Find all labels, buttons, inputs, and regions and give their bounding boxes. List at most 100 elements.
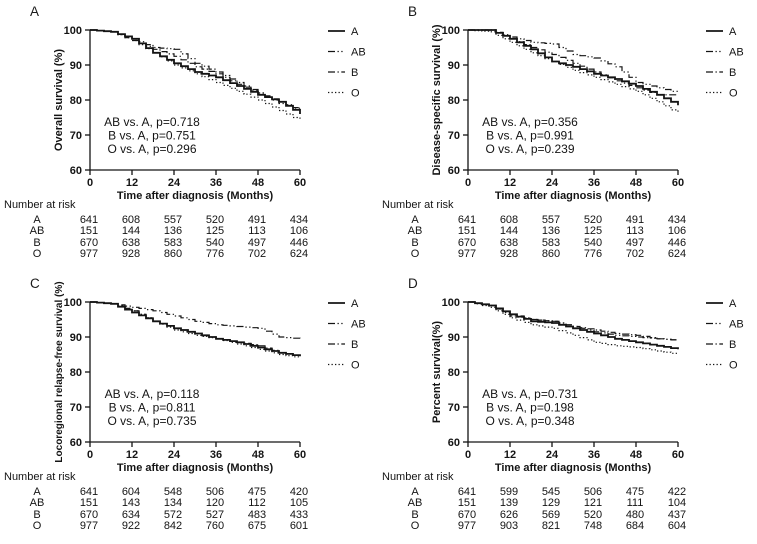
pvalue-annotation: B vs. A, p=0.811	[109, 401, 196, 415]
risk-value: 143	[121, 497, 141, 509]
risk-rows: A 641 604 548 506 475 420 AB 151 143 134 120 112 105 B…	[0, 485, 378, 533]
risk-value: 139	[499, 497, 519, 509]
pvalue-annotation: O vs. A, p=0.239	[485, 142, 574, 156]
risk-value: 842	[163, 520, 183, 532]
y-tick-label: 100	[442, 297, 460, 309]
series-curve-B	[468, 301, 679, 341]
y-tick-label: 60	[70, 437, 82, 449]
risk-value: 136	[163, 225, 183, 237]
risk-group-label: B	[411, 508, 419, 521]
legend-label-B: B	[729, 67, 736, 79]
risk-row-A: A 641 599 545 506 475 422	[384, 485, 756, 499]
risk-value: 520	[583, 213, 603, 226]
y-tick-label: 100	[64, 25, 82, 37]
risk-row-A: A 641 604 548 506 475 420	[6, 485, 378, 499]
risk-value: 928	[499, 248, 519, 260]
series-curve-O	[90, 301, 301, 358]
risk-value: 434	[667, 213, 687, 226]
risk-value: 702	[625, 248, 645, 260]
risk-value: 491	[625, 213, 645, 226]
x-tick-label: 12	[126, 449, 138, 461]
risk-value: 608	[499, 213, 519, 226]
risk-value: 748	[583, 520, 603, 532]
risk-value: 776	[205, 248, 225, 260]
risk-group-label: B	[411, 236, 419, 249]
risk-value: 125	[583, 225, 603, 237]
risk-group-label: A	[411, 485, 419, 498]
x-axis-label: Time after diagnosis (Months)	[495, 462, 652, 474]
risk-value: 583	[541, 236, 561, 249]
series-curve-AB	[468, 29, 679, 93]
risk-value: 684	[625, 520, 645, 532]
legend-label-O: O	[729, 88, 738, 100]
risk-value: 475	[625, 485, 645, 498]
x-tick-label: 60	[672, 449, 684, 461]
risk-title: Number at risk	[382, 471, 454, 483]
x-tick-label: 0	[465, 177, 471, 189]
legend-label-O: O	[351, 88, 360, 100]
risk-value: 670	[79, 508, 99, 521]
pvalue-annotation: O vs. A, p=0.296	[107, 142, 196, 156]
risk-value: 860	[163, 248, 183, 260]
x-tick-label: 60	[294, 177, 306, 189]
x-tick-label: 48	[630, 449, 642, 461]
series-curve-B	[90, 301, 301, 357]
x-tick-label: 12	[504, 177, 516, 189]
risk-value: 144	[121, 225, 141, 237]
risk-value: 572	[163, 508, 183, 521]
pvalue-annotation: AB vs. A, p=0.118	[105, 387, 200, 401]
risk-value: 420	[289, 485, 309, 498]
risk-value: 113	[626, 225, 644, 237]
series-curve-A	[468, 29, 679, 106]
risk-value: 626	[499, 508, 519, 521]
y-tick-label: 70	[448, 130, 460, 142]
risk-group-label: A	[33, 213, 41, 226]
number-at-risk-a: Number at risk A 641 608 557 520 491 434 AB 151 1…	[0, 199, 378, 261]
risk-value: 569	[541, 508, 561, 521]
risk-value: 608	[121, 213, 141, 226]
legend-label-B: B	[351, 67, 358, 79]
x-tick-label: 24	[168, 177, 181, 189]
legend-label-AB: AB	[729, 47, 744, 59]
number-at-risk-d: Number at risk A 641 599 545 506 475 422 AB 151 1…	[378, 471, 756, 533]
risk-row-A: A 641 608 557 520 491 434	[6, 213, 378, 227]
x-tick-label: 12	[504, 449, 516, 461]
risk-group-label: AB	[407, 225, 423, 237]
x-axis-label: Time after diagnosis (Months)	[117, 462, 274, 474]
risk-rows: A 641 608 557 520 491 434 AB 151 144 136 125 113 106 B…	[378, 213, 756, 261]
y-axis-label: Percent survival(%)	[431, 321, 443, 423]
risk-value: 641	[79, 213, 99, 226]
risk-value: 760	[205, 520, 225, 532]
series-curve-B	[468, 29, 678, 96]
legend-label-A: A	[351, 26, 359, 38]
risk-title: Number at risk	[4, 471, 76, 483]
panel-c: C 60 70 80 90 100 0 12 24 36 48 60 Locoregional rel…	[0, 272, 378, 544]
risk-row-B: B 670 638 583 540 497 446	[6, 237, 378, 250]
risk-value: 437	[667, 508, 687, 521]
risk-row-B: B 670 638 583 540 497 446	[384, 236, 756, 250]
x-axis-label: Time after diagnosis (Months)	[117, 190, 274, 202]
x-tick-label: 24	[168, 449, 181, 461]
legend-label-B: B	[351, 339, 358, 351]
risk-row-B: B 670 626 569 520 480 437	[384, 508, 756, 522]
panel-a: A 60 70 80 90 100 0 12 24 36 48 60 Overall survival…	[0, 0, 378, 272]
risk-rows: A 641 599 545 506 475 422 AB 151 139 129 121 111 104 B…	[378, 485, 756, 533]
locoregional-relapse-free-survival-chart: 60 70 80 90 100 0 12 24 36 48 60 Locoregional relap…	[54, 281, 366, 474]
y-tick-label: 80	[448, 367, 460, 379]
risk-value: 540	[583, 236, 603, 249]
risk-value: 670	[457, 236, 477, 249]
panel-d: D 60 70 80 90 100 0 12 24 36 48 60 Percent survival…	[378, 272, 756, 544]
risk-value: 527	[205, 508, 225, 521]
risk-value: 113	[248, 225, 266, 237]
risk-group-label: AB	[29, 497, 45, 509]
risk-value: 506	[205, 485, 225, 498]
panel-letter-a: A	[30, 4, 40, 19]
risk-value: 821	[541, 520, 561, 532]
risk-value: 675	[247, 520, 267, 532]
risk-value: 136	[541, 225, 561, 237]
risk-value: 977	[79, 520, 99, 532]
risk-value: 903	[499, 520, 519, 532]
y-tick-label: 90	[448, 332, 460, 344]
risk-row-O: O 977 928 860 776 702 624	[6, 248, 378, 261]
risk-value: 105	[289, 497, 309, 509]
